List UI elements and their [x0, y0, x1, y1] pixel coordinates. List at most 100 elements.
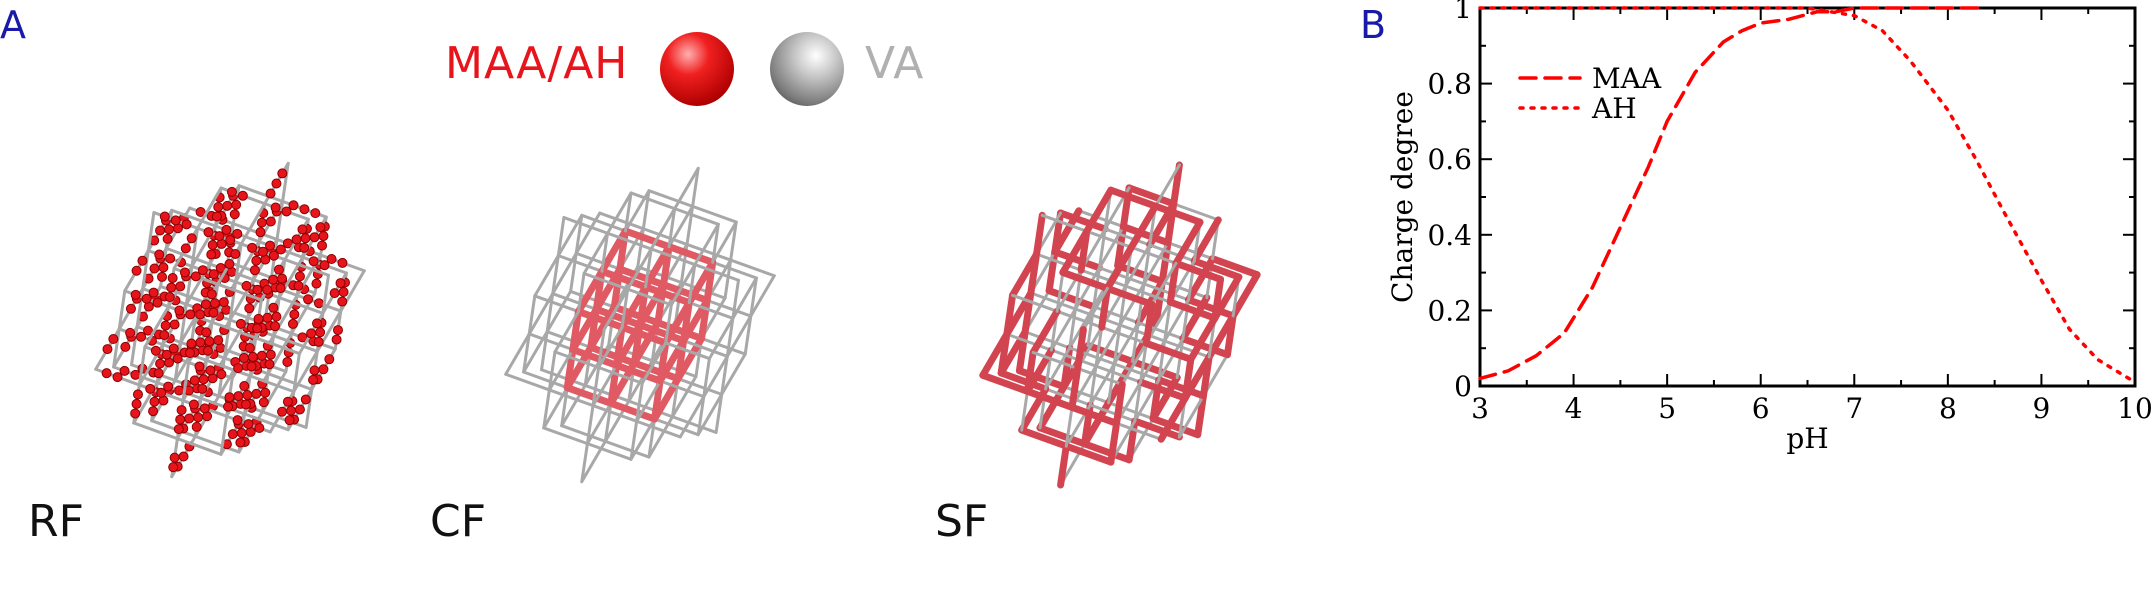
lattice-bond — [1120, 341, 1148, 386]
red-sphere-icon — [660, 32, 734, 106]
y-axis-ticks: 0 0.2 0.4 0.6 0.8 1 — [1427, 0, 2135, 403]
lattice-bond — [522, 370, 569, 390]
lattice-bond — [226, 260, 273, 279]
lattice-bond — [670, 415, 718, 434]
panel-a-label: A — [0, 3, 26, 47]
charged-monomer-bead — [208, 269, 219, 280]
charged-monomer-bead — [251, 255, 262, 266]
series-line-ah — [1478, 6, 2137, 384]
x-tick-label: 4 — [1565, 392, 1583, 425]
lattice-bond — [1190, 216, 1222, 265]
network-label-sf: SF — [935, 496, 989, 547]
lattice-bond — [1094, 325, 1104, 368]
charged-monomer-bead — [258, 246, 269, 257]
lattice-bond — [1139, 341, 1148, 384]
charged-monomer-bead — [335, 278, 346, 289]
lattice-bond — [731, 278, 740, 320]
charged-monomer-bead — [291, 234, 302, 245]
lattice-bond — [1166, 298, 1219, 322]
charged-monomer-bead — [200, 299, 211, 310]
network-label-rf: RF — [28, 496, 84, 547]
charged-monomer-bead — [299, 204, 310, 215]
lattice-bond — [1179, 335, 1231, 359]
lattice-bond — [248, 374, 296, 394]
lattice-bond — [243, 412, 290, 432]
lattice-bond — [1114, 223, 1127, 270]
charged-monomer-bead — [270, 321, 281, 332]
lattice-bond — [184, 264, 194, 306]
charged-monomer-bead — [184, 413, 195, 424]
lattice-bond — [1129, 245, 1178, 265]
lattice-bond — [1127, 202, 1159, 251]
charged-monomer-bead — [265, 188, 276, 199]
charged-monomer-bead — [254, 422, 265, 433]
lattice-bond — [1051, 209, 1065, 256]
lattice-bond — [1051, 248, 1103, 272]
lattice-bond — [574, 308, 626, 331]
lattice-bond — [196, 186, 223, 230]
charged-monomer-bead — [265, 216, 276, 227]
lattice-bond — [553, 310, 580, 354]
y-tick-label: 1 — [1454, 0, 1472, 25]
charged-monomer-bead — [206, 249, 217, 260]
x-tick-label: 9 — [2033, 392, 2051, 425]
lattice-bond — [132, 421, 179, 441]
lattice-bond — [1107, 186, 1159, 210]
charged-monomer-bead — [176, 405, 187, 416]
charged-monomer-bead — [178, 451, 189, 462]
series-layer — [1478, 6, 2137, 384]
y-tick-label: 0.2 — [1427, 294, 1472, 327]
lattice-bond — [720, 352, 747, 396]
charged-monomer-bead — [252, 284, 263, 295]
charged-monomer-bead — [186, 233, 197, 244]
network-renderings — [94, 161, 1261, 489]
charged-monomer-bead — [188, 399, 199, 410]
lattice-bond — [647, 417, 657, 459]
lattice-bond — [654, 319, 706, 342]
lattice-bond — [1084, 342, 1137, 366]
lattice-bond — [179, 302, 188, 344]
charged-monomer-bead — [206, 289, 217, 300]
lattice-bond — [682, 339, 729, 358]
lattice-bond — [540, 330, 549, 372]
charged-monomer-bead — [215, 262, 226, 273]
charged-monomer-bead — [273, 264, 284, 275]
series-line-maa — [1478, 6, 1988, 381]
lattice-bond — [143, 305, 170, 349]
lattice-bond — [1149, 415, 1202, 439]
lattice-bond — [647, 189, 695, 208]
lattice-bond — [613, 323, 626, 369]
charged-monomer-bead — [306, 328, 317, 339]
charged-monomer-bead — [193, 412, 204, 423]
lattice-bond — [1098, 284, 1111, 331]
lattice-bond — [1142, 339, 1195, 363]
charged-monomer-bead — [130, 408, 141, 419]
lattice-bond — [618, 323, 670, 347]
lattice-bond — [1044, 387, 1092, 407]
lattice-bond — [598, 267, 650, 291]
lattice-bond — [1112, 362, 1161, 382]
lattice-bond — [636, 265, 683, 284]
lattice-bond — [979, 330, 1011, 379]
charged-monomer-bead — [255, 227, 266, 238]
x-tick-label: 6 — [1752, 392, 1770, 425]
charged-monomer-bead — [172, 353, 183, 364]
charged-monomer-bead — [226, 186, 237, 197]
lattice-bond — [193, 434, 241, 454]
lattice-bond — [664, 303, 673, 345]
lattice-bond — [749, 276, 758, 318]
charged-monomer-bead — [130, 289, 141, 300]
charged-monomer-bead — [213, 201, 224, 212]
network-label-cf: CF — [430, 496, 487, 547]
lattice-bond — [569, 308, 582, 354]
charged-monomer-bead — [232, 415, 243, 426]
lattice-bond — [540, 368, 587, 387]
lattice-bond — [1031, 350, 1080, 370]
charged-monomer-bead — [179, 267, 190, 278]
charged-monomer-bead — [148, 287, 159, 298]
lattice-bond — [725, 316, 735, 358]
charged-monomer-bead — [318, 364, 329, 375]
lattice-bond — [1055, 270, 1065, 313]
lattice-bond — [527, 294, 537, 336]
charged-monomer-bead — [309, 232, 320, 243]
